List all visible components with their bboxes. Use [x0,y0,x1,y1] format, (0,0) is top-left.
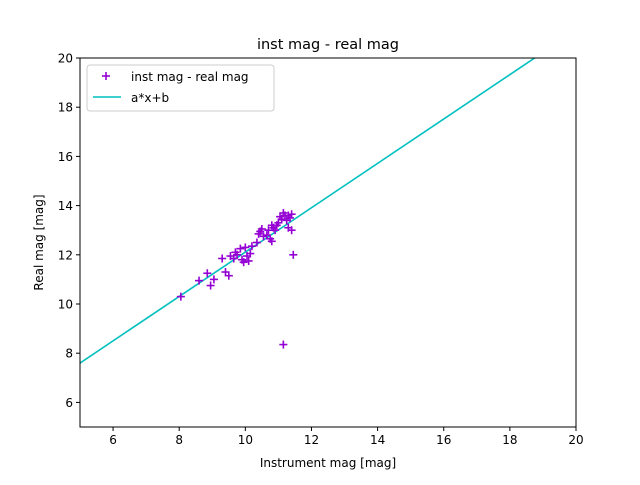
y-tick-label: 8 [65,347,73,361]
legend-label-line: a*x+b [131,91,169,105]
data-point [247,242,256,251]
data-point [209,275,218,284]
legend-label-scatter: inst mag - real mag [131,70,249,84]
legend-box [86,64,275,112]
x-tick-label: 12 [304,433,319,447]
y-tick-label: 18 [58,101,73,115]
legend-plus-marker [102,72,110,80]
fit-line [80,58,536,364]
axes-frame [79,57,577,428]
data-point [252,238,261,247]
data-point [224,271,233,280]
x-tick-label: 16 [436,433,451,447]
data-point [287,226,296,235]
data-point [246,249,255,258]
x-tick-label: 6 [109,433,117,447]
x-tick-label: 20 [568,433,583,447]
data-point [203,269,212,278]
data-point [241,243,250,252]
legend: inst mag - real mag a*x+b [86,64,275,112]
data-point [236,244,245,253]
y-tick-label: 14 [58,199,73,213]
y-tick-label: 10 [58,298,73,312]
data-point [218,254,227,263]
legend-marker-scatter [102,72,110,80]
y-tick-label: 20 [58,52,73,66]
data-point [287,210,296,219]
x-tick-label: 14 [370,433,385,447]
y-tick-label: 12 [58,248,73,262]
data-point [244,256,253,265]
data-point [233,250,242,259]
x-axis-label: Instrument mag [mag] [260,456,396,470]
data-point [176,292,185,301]
x-tick-label: 18 [502,433,517,447]
y-tick-label: 16 [58,150,73,164]
data-point [279,340,288,349]
data-point [285,213,294,222]
chart-title: inst mag - real mag [257,37,399,53]
data-point [257,224,266,233]
x-tick-label: 8 [175,433,183,447]
plot-area [80,58,536,364]
data-point [239,258,248,267]
data-point [271,226,280,235]
x-tick-label: 10 [238,433,253,447]
data-point [289,250,298,259]
data-point [195,276,204,285]
axis-ticks: 6 8 10 12 14 16 18 20 6 8 10 12 14 16 18 20 [58,52,584,448]
data-point [267,237,276,246]
y-tick-label: 6 [65,396,73,410]
data-point [206,281,215,290]
y-axis-label: Real mag [mag] [32,194,46,290]
